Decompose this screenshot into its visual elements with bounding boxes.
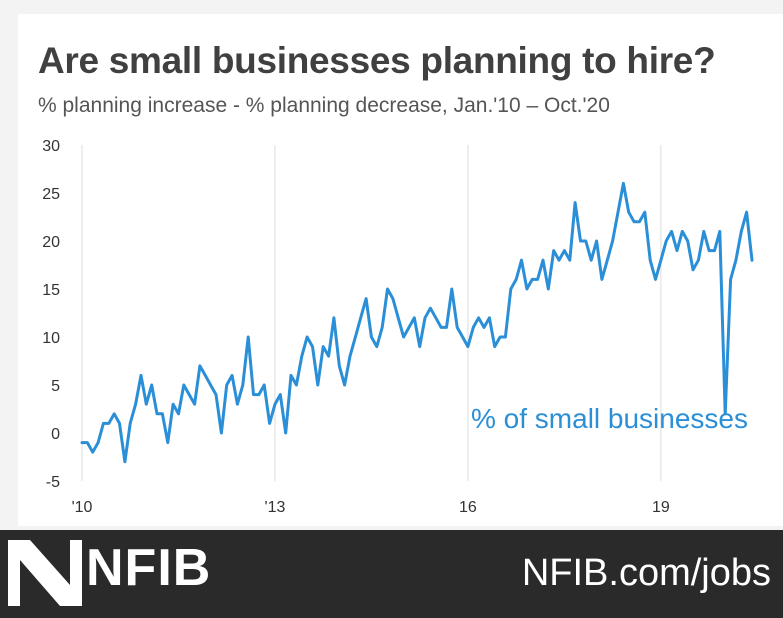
y-axis-ticks: 30 25 20 15 10 5 0 -5 xyxy=(42,138,60,491)
series-line xyxy=(80,181,754,464)
series-group xyxy=(80,181,754,464)
y-tick-label: 0 xyxy=(51,426,60,443)
x-tick-label: 19 xyxy=(652,499,670,516)
footer-url[interactable]: NFIB.com/jobs xyxy=(521,552,771,594)
series-annotation: % of small businesses xyxy=(471,403,748,434)
y-tick-label: 30 xyxy=(42,138,60,155)
x-tick-label: 16 xyxy=(459,499,477,516)
y-tick-label: 20 xyxy=(42,234,60,251)
x-tick-label: '13 xyxy=(265,499,286,516)
x-tick-label: '10 xyxy=(72,499,93,516)
line-chart: 30 25 20 15 10 5 0 -5 '10 '13 16 19 % of small bus… xyxy=(42,138,754,516)
y-tick-label: 10 xyxy=(42,330,60,347)
chart-subtitle: % planning increase - % planning decreas… xyxy=(38,94,610,117)
annotation-group: % of small businesses xyxy=(471,403,748,434)
y-tick-label: -5 xyxy=(46,474,60,491)
y-tick-label: 15 xyxy=(42,282,60,299)
nfib-logo xyxy=(8,540,82,606)
brand-name: NFIB xyxy=(86,539,212,597)
chart-panel xyxy=(18,14,783,526)
chart-grid xyxy=(81,145,662,481)
y-tick-label: 5 xyxy=(51,378,60,395)
chart-title: Are small businesses planning to hire? xyxy=(38,40,716,81)
footer-bar: NFIB NFIB.com/jobs xyxy=(0,530,783,618)
x-axis-ticks: '10 '13 16 19 xyxy=(72,499,670,516)
nfib-logo-mark-icon xyxy=(8,540,82,606)
y-tick-label: 25 xyxy=(42,186,60,203)
